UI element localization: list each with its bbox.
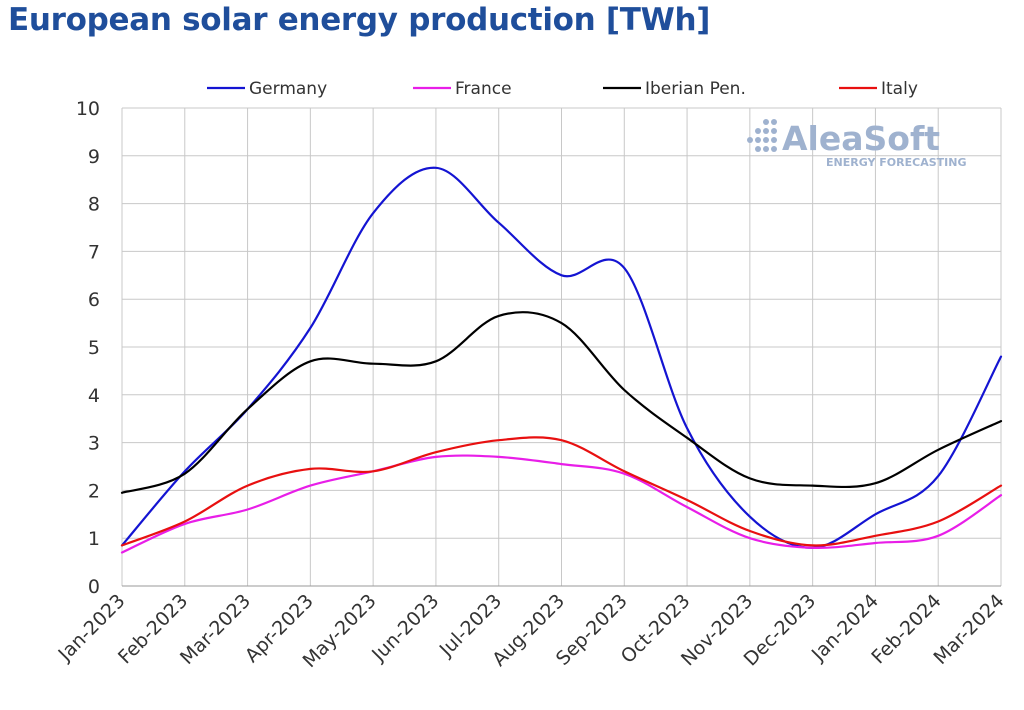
legend: Germany France Iberian Pen. Italy	[207, 79, 918, 99]
y-tick-label: 6	[88, 289, 100, 311]
logo-dot	[763, 146, 769, 152]
watermark-brand: AleaSoft	[782, 119, 940, 158]
logo-dot	[763, 128, 769, 134]
logo-dot	[755, 137, 761, 143]
y-tick-label: 1	[88, 528, 100, 550]
y-tick-label: 2	[88, 480, 100, 502]
logo-dot	[771, 146, 777, 152]
x-tick-label: Jun-2023	[367, 590, 443, 666]
legend-label-iberian-pen: Iberian Pen.	[645, 79, 746, 99]
logo-dot	[771, 128, 777, 134]
y-axis-ticks: 0 1 2 3 4 5 6 7 8 9 10	[76, 98, 100, 598]
logo-dot	[771, 119, 777, 125]
legend-label-italy: Italy	[881, 79, 918, 99]
legend-label-france: France	[455, 79, 512, 99]
series-line-germany	[120, 166, 1003, 549]
aleasoft-watermark: AleaSoft ENERGY FORECASTING	[747, 119, 966, 169]
y-tick-label: 10	[76, 98, 100, 120]
chart-title: European solar energy production [TWh]	[8, 2, 711, 38]
legend-label-germany: Germany	[249, 79, 327, 99]
y-tick-label: 0	[88, 576, 100, 598]
logo-dot	[755, 146, 761, 152]
logo-dot	[755, 128, 761, 134]
logo-dot	[771, 137, 777, 143]
x-axis-ticks: Jan-2023Feb-2023Mar-2023Apr-2023May-2023…	[54, 590, 1009, 672]
y-tick-label: 9	[88, 146, 100, 168]
y-tick-label: 7	[88, 241, 100, 263]
grid	[121, 107, 1002, 587]
aleasoft-logo-dots-icon	[747, 119, 777, 152]
logo-dot	[747, 137, 753, 143]
series-line-iberian-pen	[120, 311, 1003, 494]
y-tick-label: 4	[88, 385, 100, 407]
y-tick-label: 5	[88, 337, 100, 359]
logo-dot	[763, 119, 769, 125]
watermark-tagline: ENERGY FORECASTING	[826, 156, 966, 169]
series-lines	[120, 166, 1003, 554]
series-line-italy	[120, 436, 1003, 547]
series-line-france	[120, 454, 1003, 554]
y-tick-label: 3	[88, 433, 100, 455]
logo-dot	[763, 137, 769, 143]
y-tick-label: 8	[88, 194, 100, 216]
